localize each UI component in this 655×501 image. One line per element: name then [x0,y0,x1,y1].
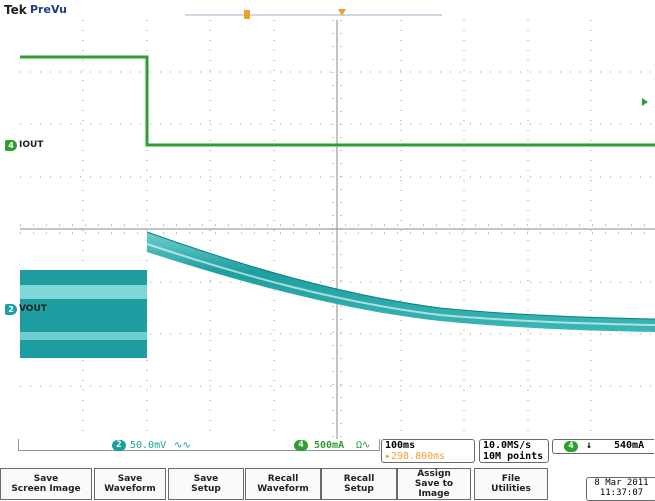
ch2-coupling: ∿∿ [174,440,191,451]
ch2-scale[interactable]: 50.0mV [130,440,167,451]
recall-waveform-button[interactable]: Recall Waveform [245,468,321,500]
record-length: 10M points [483,451,544,462]
iout-label: IOUT [19,140,44,150]
waveform-display [20,20,655,439]
ch4-coupling: Ω∿ [356,440,371,451]
readout-bar: 2 50.0mV ∿∿ 4 500mA Ω∿ 100ms ▸298.800ms … [18,439,655,463]
trigger-position-value: ▸298.800ms [385,451,446,462]
acquisition-state: PreVu [30,3,67,16]
iout-waveform [20,55,655,147]
trigger-level: 540mA [614,440,645,451]
ch2-badge[interactable]: 2 [112,440,126,451]
sample-rate: 10.0MS/s [483,440,532,451]
ch4-badge[interactable]: 4 [294,440,308,451]
datetime-display: 8 Mar 2011 11:37:07 [586,477,655,501]
bottom-menu: Save Screen Image Save Waveform Save Setup … [0,468,655,500]
recall-setup-button[interactable]: Recall Setup [321,468,397,500]
acquisition-box[interactable]: 10.0MS/s 10M points [479,439,549,463]
vout-label: VOUT [19,304,47,314]
ch4-scale[interactable]: 500mA [314,440,345,451]
tek-logo: Tek [4,3,27,17]
level-marker [642,98,648,106]
graticule [20,20,655,439]
assign-save-button[interactable]: Assign Save to Image [397,468,471,500]
channel-readout-frame [18,439,380,451]
time-text: 11:37:07 [599,488,644,498]
record-view-marker[interactable] [244,10,250,19]
timebase-box[interactable]: 100ms ▸298.800ms [381,439,475,463]
save-setup-button[interactable]: Save Setup [168,468,244,500]
record-view-bar [185,14,442,16]
date-text: 8 Mar 2011 [594,478,649,488]
trigger-source-badge: 4 [564,441,578,452]
ch2-marker[interactable]: 2 [5,304,17,315]
trigger-position-marker[interactable] [338,9,346,16]
scope-header: Tek PreVu [0,0,655,20]
file-utilities-button[interactable]: File Utilities [474,468,548,500]
timebase-value: 100ms [385,440,416,451]
save-waveform-button[interactable]: Save Waveform [94,468,166,500]
trigger-slope-icon: ↓ [586,440,593,451]
save-screen-image-button[interactable]: Save Screen Image [0,468,92,500]
vout-waveform [20,231,655,358]
ch4-marker[interactable]: 4 [5,140,17,151]
trigger-box[interactable]: 4 ↓ 540mA [552,439,654,454]
